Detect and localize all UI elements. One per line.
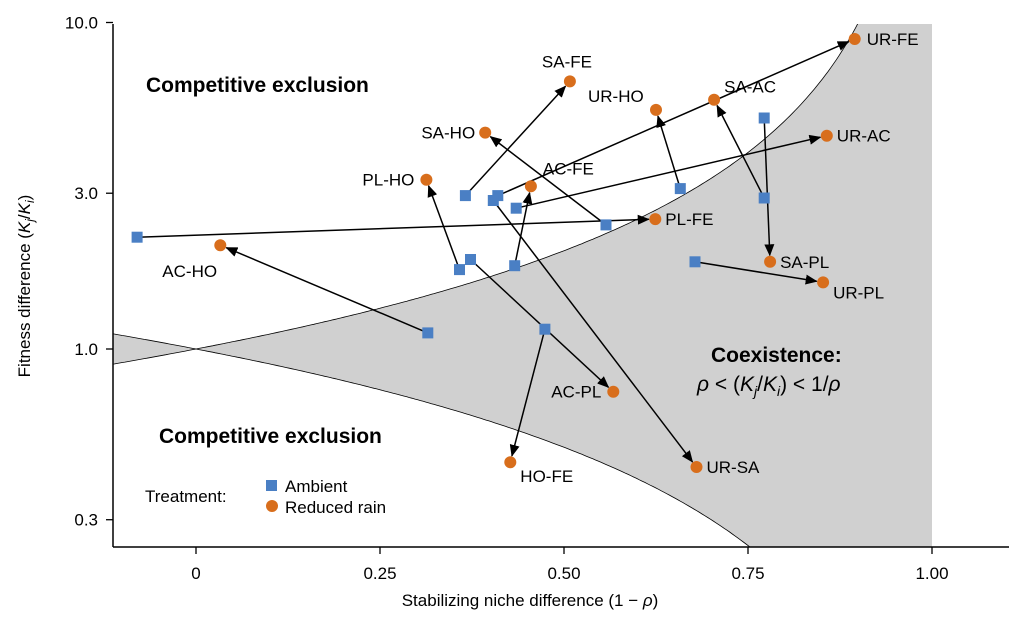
x-tick-label: 0.25: [363, 564, 396, 583]
reduced-point-ac-pl: [607, 385, 620, 398]
arrow-sa-fe: [464, 85, 567, 197]
reduced-point-ur-fe: [848, 33, 861, 45]
ambient-point-sa-fe: [459, 190, 471, 202]
arrow-sa-ac: [716, 104, 765, 199]
reduced-point-ur-sa: [690, 461, 703, 473]
y-axis-label: Fitness difference (Kj/Ki): [15, 195, 37, 378]
pair-label-sa-ho: SA-HO: [421, 124, 475, 143]
arrow-sa-pl: [763, 117, 775, 257]
pair-label-pl-ho: PL-HO: [362, 171, 414, 190]
pair-label-ur-ho: UR-HO: [588, 87, 644, 106]
x-axis-label: Stabilizing niche difference (1 − ρ): [402, 591, 659, 610]
axes: [112, 24, 1009, 548]
y-ticks: 0.3 1.0 3.0 10.0: [65, 14, 113, 530]
arrow-ur-fe: [497, 40, 850, 197]
pair-label-sa-ac: SA-AC: [724, 78, 776, 97]
x-tick-label: 0.50: [547, 564, 580, 583]
x-tick-label: 1.00: [915, 564, 948, 583]
legend-reduced-label: Reduced rain: [285, 498, 386, 517]
ambient-point-sa-pl: [758, 112, 770, 124]
ambient-point-ac-pl: [465, 254, 476, 265]
coexistence-formula: ρ < (Kj/Ki) < 1/ρ: [696, 373, 841, 399]
legend-ambient-label: Ambient: [285, 477, 348, 496]
ambient-point-pl-fe: [131, 231, 143, 243]
markers-layer: [131, 33, 861, 473]
reduced-point-sa-pl: [764, 255, 777, 268]
arrows-layer: [137, 40, 850, 463]
pair-labels-layer: UR-FE SA-FE UR-HO SA-AC SA-HO UR-AC PL-HO AC-FE…: [162, 30, 918, 486]
arrow-ur-pl: [694, 261, 818, 285]
ambient-point-pl-ho: [454, 264, 465, 276]
ambient-point-ac-ho: [422, 327, 434, 339]
pair-label-sa-fe: SA-FE: [542, 52, 592, 71]
arrow-ur-ac: [516, 134, 822, 209]
lower-boundary-curve: [113, 333, 751, 547]
legend: Treatment: Ambient Reduced rain: [145, 477, 386, 517]
x-ticks: 0 0.25 0.50 0.75 1.00: [191, 547, 949, 583]
arrow-pl-fe: [137, 214, 650, 238]
exclusion-top-label: Competitive exclusion: [146, 74, 369, 97]
ambient-point-ac-fe: [509, 260, 521, 272]
ambient-point-sa-ho: [600, 219, 612, 231]
exclusion-bottom-label: Competitive exclusion: [159, 425, 382, 448]
upper-boundary-curve: [113, 24, 859, 365]
x-tick-label: 0: [191, 564, 200, 583]
y-tick-label: 3.0: [74, 184, 98, 203]
arrow-ho-fe: [509, 329, 546, 457]
pair-label-sa-pl: SA-PL: [780, 253, 829, 272]
coexistence-title: Coexistence:: [711, 344, 842, 367]
ambient-point-sa-ac: [758, 192, 770, 204]
coexistence-region: [113, 24, 932, 547]
coexistence-shading: [113, 24, 932, 547]
ambient-point-ho-fe: [539, 323, 551, 335]
y-tick-label: 10.0: [65, 14, 98, 33]
ambient-point-ur-pl: [689, 256, 701, 268]
reduced-point-pl-ho: [420, 173, 433, 186]
legend-reduced-marker: [266, 500, 278, 512]
pair-label-pl-fe: PL-FE: [665, 210, 713, 229]
pair-label-ur-sa: UR-SA: [707, 458, 761, 477]
reduced-point-ac-fe: [524, 180, 537, 193]
pair-label-ac-ho: AC-HO: [162, 262, 217, 281]
reduced-point-ac-ho: [214, 239, 227, 252]
reduced-point-ur-ac: [820, 129, 833, 142]
reduced-point-sa-ac: [708, 93, 721, 106]
reduced-point-ho-fe: [504, 456, 517, 469]
reduced-point-ur-pl: [817, 276, 830, 289]
arrow-pl-ho: [427, 184, 461, 270]
arrow-ac-pl: [469, 258, 610, 388]
pair-label-ac-fe: AC-FE: [543, 159, 594, 178]
y-tick-label: 1.0: [74, 340, 98, 359]
legend-ambient-marker: [266, 480, 277, 491]
reduced-point-pl-fe: [649, 213, 662, 226]
pair-label-ur-ac: UR-AC: [837, 127, 891, 146]
reduced-point-sa-ho: [479, 126, 492, 139]
x-tick-label: 0.75: [731, 564, 764, 583]
pair-label-ho-fe: HO-FE: [520, 467, 573, 486]
arrow-ur-ho: [656, 115, 682, 189]
ambient-point-ur-ho: [674, 183, 686, 195]
arrow-ac-ho: [225, 247, 429, 334]
reduced-point-ur-ho: [650, 103, 662, 116]
pair-label-ur-fe: UR-FE: [867, 30, 919, 49]
ambient-point-ur-ac: [510, 202, 522, 214]
arrow-sa-ho: [489, 135, 607, 226]
arrow-ac-fe: [513, 191, 533, 266]
pair-label-ac-pl: AC-PL: [551, 383, 601, 402]
pair-label-ur-pl: UR-PL: [833, 283, 884, 302]
ambient-point-ur-sa: [487, 195, 499, 206]
reduced-point-sa-fe: [563, 75, 576, 88]
arrow-ur-sa: [492, 200, 694, 463]
legend-title: Treatment:: [145, 487, 227, 506]
y-tick-label: 0.3: [74, 511, 98, 530]
